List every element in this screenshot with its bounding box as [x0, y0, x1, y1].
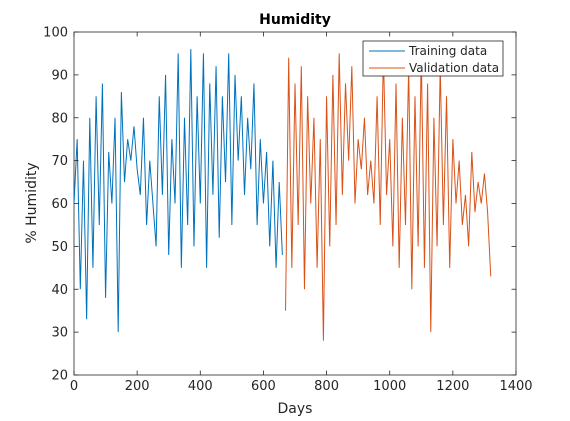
y-tick-label: 20	[51, 369, 68, 384]
y-axis-label: % Humidity	[24, 162, 40, 243]
x-tick-label: 1000	[373, 379, 406, 394]
x-tick-label: 400	[188, 379, 213, 394]
y-tick-label: 50	[51, 240, 68, 255]
legend: Training data Validation data	[362, 40, 504, 77]
series-line-validation	[285, 53, 492, 341]
y-tick-label: 80	[51, 111, 68, 126]
x-axis-label: Days	[278, 401, 313, 417]
series-line-training	[73, 49, 283, 333]
legend-label-validation: Validation data	[409, 61, 499, 75]
x-tick-label: 200	[125, 379, 150, 394]
y-tick-label: 100	[43, 26, 68, 41]
x-tick-label: 800	[314, 379, 339, 394]
y-tick-label: 60	[51, 197, 68, 212]
legend-box	[362, 40, 504, 77]
chart-title: Humidity	[259, 12, 331, 28]
x-tick-label: 1200	[436, 379, 469, 394]
y-tick-label: 70	[51, 154, 68, 169]
ticks-layer: 0 200 400 600 800 1000 1200 1400 20 30 40 50 60 70 80 9…	[43, 26, 532, 395]
y-tick-label: 90	[51, 68, 68, 83]
y-tick-label: 40	[51, 283, 68, 298]
x-tick-label: 1400	[499, 379, 532, 394]
series-layer	[73, 49, 492, 341]
x-tick-label: 600	[251, 379, 276, 394]
legend-label-training: Training data	[408, 44, 487, 58]
y-tick-label: 30	[51, 326, 68, 341]
x-tick-label: 0	[70, 379, 78, 394]
